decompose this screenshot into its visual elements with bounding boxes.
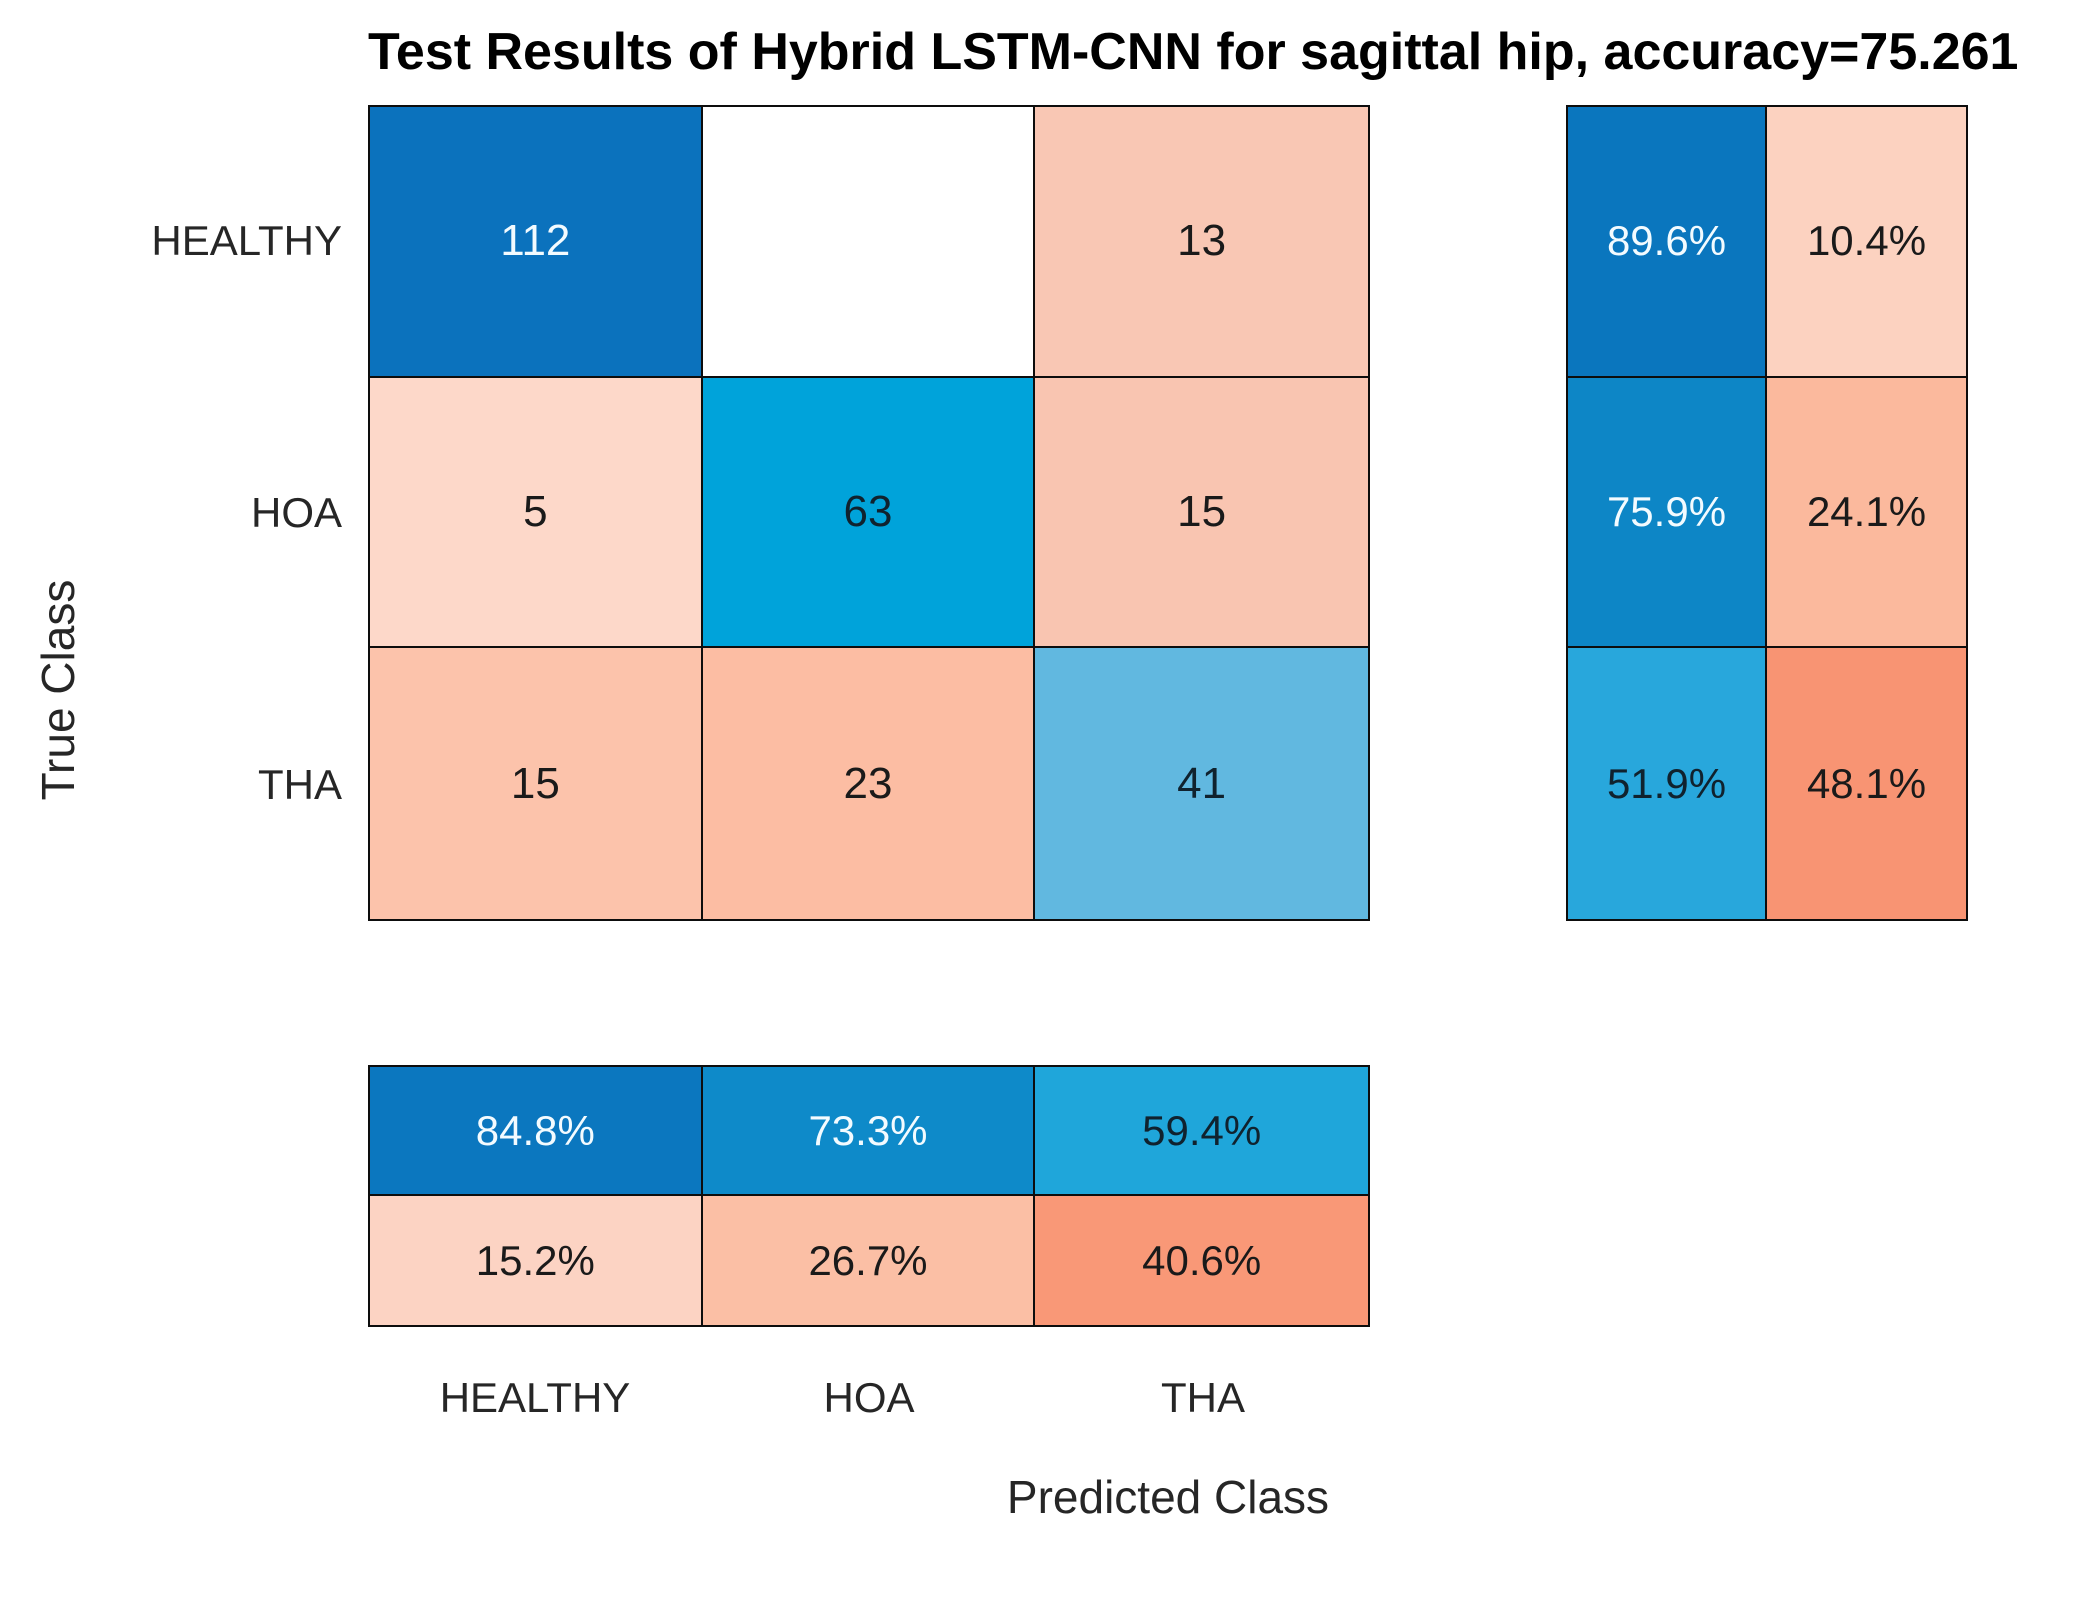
y-axis-label: True Class: [32, 579, 84, 801]
matrix-cell-true-hoa-pred-tha: 15: [1035, 377, 1368, 649]
col-summary-hoa-correct: 73.3%: [702, 1067, 1036, 1196]
matrix-cell-true-tha-pred-hoa: 23: [702, 648, 1036, 919]
x-axis-label: Predicted Class: [1006, 1471, 1330, 1523]
row-summary-hoa-correct: 75.9%: [1568, 377, 1767, 649]
matrix-cell-true-hoa-pred-hoa: 63: [702, 377, 1036, 649]
row-summary-tha-incorrect: 48.1%: [1767, 648, 1966, 919]
matrix-cell-true-tha-pred-healthy: 15: [370, 648, 703, 919]
row-summary-healthy-incorrect: 10.4%: [1767, 107, 1966, 378]
matrix-cell-true-healthy-pred-hoa: [702, 107, 1036, 378]
chart-title: Test Results of Hybrid LSTM-CNN for sagi…: [368, 23, 2019, 81]
matrix-cell-true-healthy-pred-healthy: 112: [370, 107, 703, 378]
y-tick-tha: THA: [258, 761, 342, 808]
col-summary-healthy-incorrect: 15.2%: [370, 1196, 703, 1325]
y-tick-healthy: HEALTHY: [151, 217, 342, 264]
col-summary-healthy-correct: 84.8%: [370, 1067, 703, 1196]
x-tick-healthy: HEALTHY: [439, 1374, 631, 1421]
matrix-cell-true-healthy-pred-tha: 13: [1035, 107, 1368, 378]
confusion-matrix-grid: 112 13 5 63 15 15 23 41: [368, 105, 1370, 921]
row-summary-hoa-incorrect: 24.1%: [1767, 377, 1966, 649]
row-summary-tha-correct: 51.9%: [1568, 648, 1767, 919]
col-summary-hoa-incorrect: 26.7%: [702, 1196, 1036, 1325]
x-tick-hoa: HOA: [823, 1374, 915, 1421]
col-summary-tha-incorrect: 40.6%: [1035, 1196, 1368, 1325]
x-tick-tha: THA: [1161, 1374, 1245, 1421]
matrix-cell-true-tha-pred-tha: 41: [1035, 648, 1368, 919]
row-summary-healthy-correct: 89.6%: [1568, 107, 1767, 378]
y-tick-hoa: HOA: [250, 489, 342, 536]
matrix-cell-true-hoa-pred-healthy: 5: [370, 377, 703, 649]
row-summary-grid: 89.6% 10.4% 75.9% 24.1% 51.9% 48.1%: [1566, 105, 1968, 921]
col-summary-tha-correct: 59.4%: [1035, 1067, 1368, 1196]
column-summary-grid: 84.8% 73.3% 59.4% 15.2% 26.7% 40.6%: [368, 1065, 1370, 1327]
